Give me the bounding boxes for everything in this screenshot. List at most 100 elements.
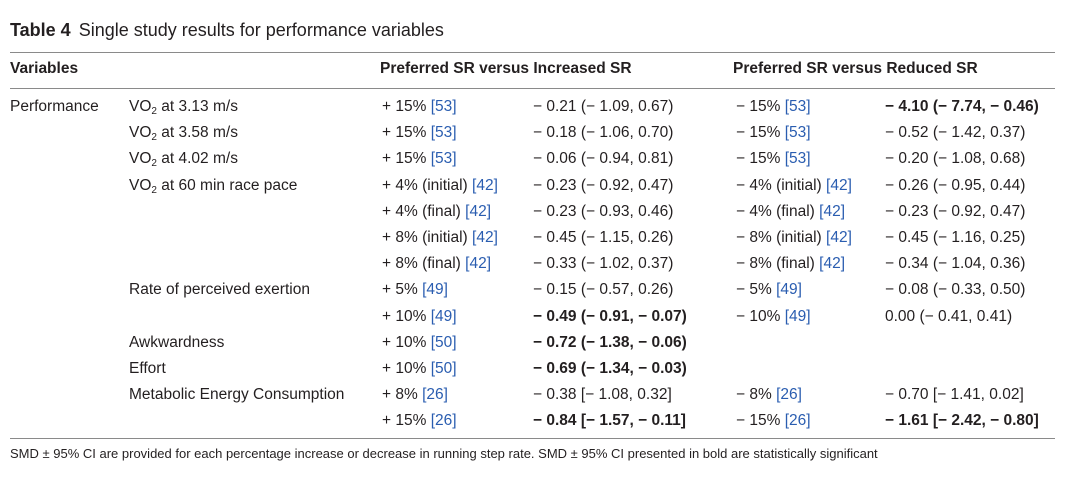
increase-percent: + 15% [53] [382,150,457,168]
reduce-percent-text: − 8% (initial) [736,229,827,246]
reduce-smd-ci: − 0.23 (− 0.92, 0.47) [885,202,1026,220]
reduce-percent: − 15% [53] [736,124,811,142]
header-variables: Variables [10,60,79,77]
increase-percent: + 4% (final) [42] [382,203,491,221]
variable-main: Effort [129,360,166,377]
table-caption: Table 4 Single study results for performa… [10,20,444,41]
reduce-smd-ci: − 1.61 [− 2.42, − 0.80] [885,412,1039,430]
reduce-smd-ci: 0.00 (− 0.41, 0.41) [885,307,1013,325]
increase-percent-text: + 8% (final) [382,255,466,273]
increase-percent-text: + 4% (initial) [382,176,473,194]
reference-link[interactable]: [26] [430,412,457,430]
reduce-percent: − 15% [53] [736,150,811,168]
increase-smd-ci: − 0.69 (− 1.34, − 0.03) [533,360,687,377]
increase-percent-text: + 15% [382,98,431,115]
variable-main: Metabolic Energy Consumption [129,386,345,404]
reference-link[interactable]: [53] [784,98,811,115]
reference-link[interactable]: [53] [430,98,457,115]
variable-suffix: at 3.58 m/s [156,124,238,142]
header-increased-sr: Preferred SR versus Increased SR [380,60,632,77]
reduce-percent: − 5% [49] [736,281,802,299]
reduce-smd-ci: − 0.45 (− 1.16, 0.25) [885,229,1026,246]
variable-subscript: 2 [151,158,157,170]
reference-link[interactable]: [42] [826,176,852,194]
reduce-percent: − 4% (initial) [42] [736,177,852,195]
increase-percent-text: + 10% [382,307,431,325]
table-title: Single study results for performance var… [78,20,444,40]
increase-smd-ci: − 0.33 (− 1.02, 0.37) [533,255,674,273]
reference-link[interactable]: [42] [826,229,852,246]
reference-link[interactable]: [49] [784,307,811,325]
increase-smd-ci: − 0.15 (− 0.57, 0.26) [533,281,674,299]
reference-link[interactable]: [42] [465,202,491,220]
reference-link[interactable]: [49] [776,281,802,299]
reduce-smd-ci: − 4.10 (− 7.74, − 0.46) [885,98,1039,115]
increase-percent-text: + 15% [382,124,431,142]
reference-link[interactable]: [42] [465,255,491,273]
top-rule [10,52,1055,53]
reduce-percent-text: − 15% [736,150,785,168]
increase-smd-ci: − 0.72 (− 1.38, − 0.06) [533,333,687,351]
increase-smd-ci: − 0.21 (− 1.09, 0.67) [533,98,674,115]
variable-label: Effort [129,360,166,378]
variable-suffix: at 60 min race pace [156,176,298,194]
variable-label: VO2 at 60 min race pace [129,176,298,196]
increase-percent: + 10% [50] [382,360,457,378]
table-footnote: SMD ± 95% CI are provided for each perce… [10,446,878,461]
reference-link[interactable]: [42] [472,229,498,246]
reference-link[interactable]: [49] [430,307,457,325]
reference-link[interactable]: [53] [784,124,811,142]
variable-main: Awkwardness [129,333,225,351]
reference-link[interactable]: [53] [784,150,811,168]
increase-smd-ci: − 0.23 (− 0.92, 0.47) [533,176,674,194]
increase-percent-text: + 10% [382,360,431,377]
variable-label: Metabolic Energy Consumption [129,386,344,404]
reduce-percent: − 8% (initial) [42] [736,229,852,247]
increase-smd-ci: − 0.38 [− 1.08, 0.32] [533,386,672,404]
increase-percent: + 8% (initial) [42] [382,229,498,247]
increase-percent: + 10% [49] [382,308,457,326]
increase-percent: + 15% [53] [382,98,457,116]
reduce-percent-text: − 15% [736,124,785,142]
reduce-percent: − 10% [49] [736,308,811,326]
reduce-smd-ci: − 0.08 (− 0.33, 0.50) [885,281,1026,299]
reduce-percent-text: − 5% [736,281,777,299]
variable-subscript: 2 [151,132,157,144]
reference-link[interactable]: [42] [819,255,845,273]
reduce-percent-text: − 15% [736,412,785,430]
reduce-smd-ci: − 0.70 [− 1.41, 0.02] [885,386,1024,404]
reference-link[interactable]: [50] [430,333,457,351]
reference-link[interactable]: [42] [819,202,845,220]
reduce-percent-text: − 8% [736,386,777,404]
reference-link[interactable]: [50] [430,360,457,377]
variable-subscript: 2 [151,184,157,196]
variable-subscript: 2 [151,106,157,117]
increase-smd-ci: − 0.23 (− 0.93, 0.46) [533,202,674,220]
increase-smd-ci: − 0.45 (− 1.15, 0.26) [533,229,674,246]
reference-link[interactable]: [53] [430,150,457,168]
reference-link[interactable]: [26] [776,386,802,404]
variable-main: VO [129,150,152,168]
reduce-percent: − 8% (final) [42] [736,255,845,273]
header-rule [10,88,1055,89]
variable-label: VO2 at 3.13 m/s [129,98,238,117]
reference-link[interactable]: [26] [784,412,811,430]
increase-percent-text: + 5% [382,281,423,299]
reference-link[interactable]: [49] [422,281,448,299]
reference-link[interactable]: [53] [430,124,457,142]
reduce-percent: − 8% [26] [736,386,802,404]
variable-label: VO2 at 3.58 m/s [129,124,238,144]
variable-main: VO [129,124,152,142]
increase-percent-text: + 4% (final) [382,202,466,220]
reduce-smd-ci: − 0.34 (− 1.04, 0.36) [885,255,1026,273]
reduce-percent-text: − 4% (final) [736,202,820,220]
increase-percent-text: + 8% (initial) [382,229,473,246]
increase-percent-text: + 10% [382,333,431,351]
increase-smd-ci: − 0.84 [− 1.57, − 0.11] [533,412,686,430]
header-reduced-sr: Preferred SR versus Reduced SR [733,60,978,77]
increase-percent: + 10% [50] [382,334,457,352]
reference-link[interactable]: [42] [472,176,498,194]
category-performance: Performance [10,98,99,115]
reduce-percent-text: − 4% (initial) [736,176,827,194]
reference-link[interactable]: [26] [422,386,448,404]
